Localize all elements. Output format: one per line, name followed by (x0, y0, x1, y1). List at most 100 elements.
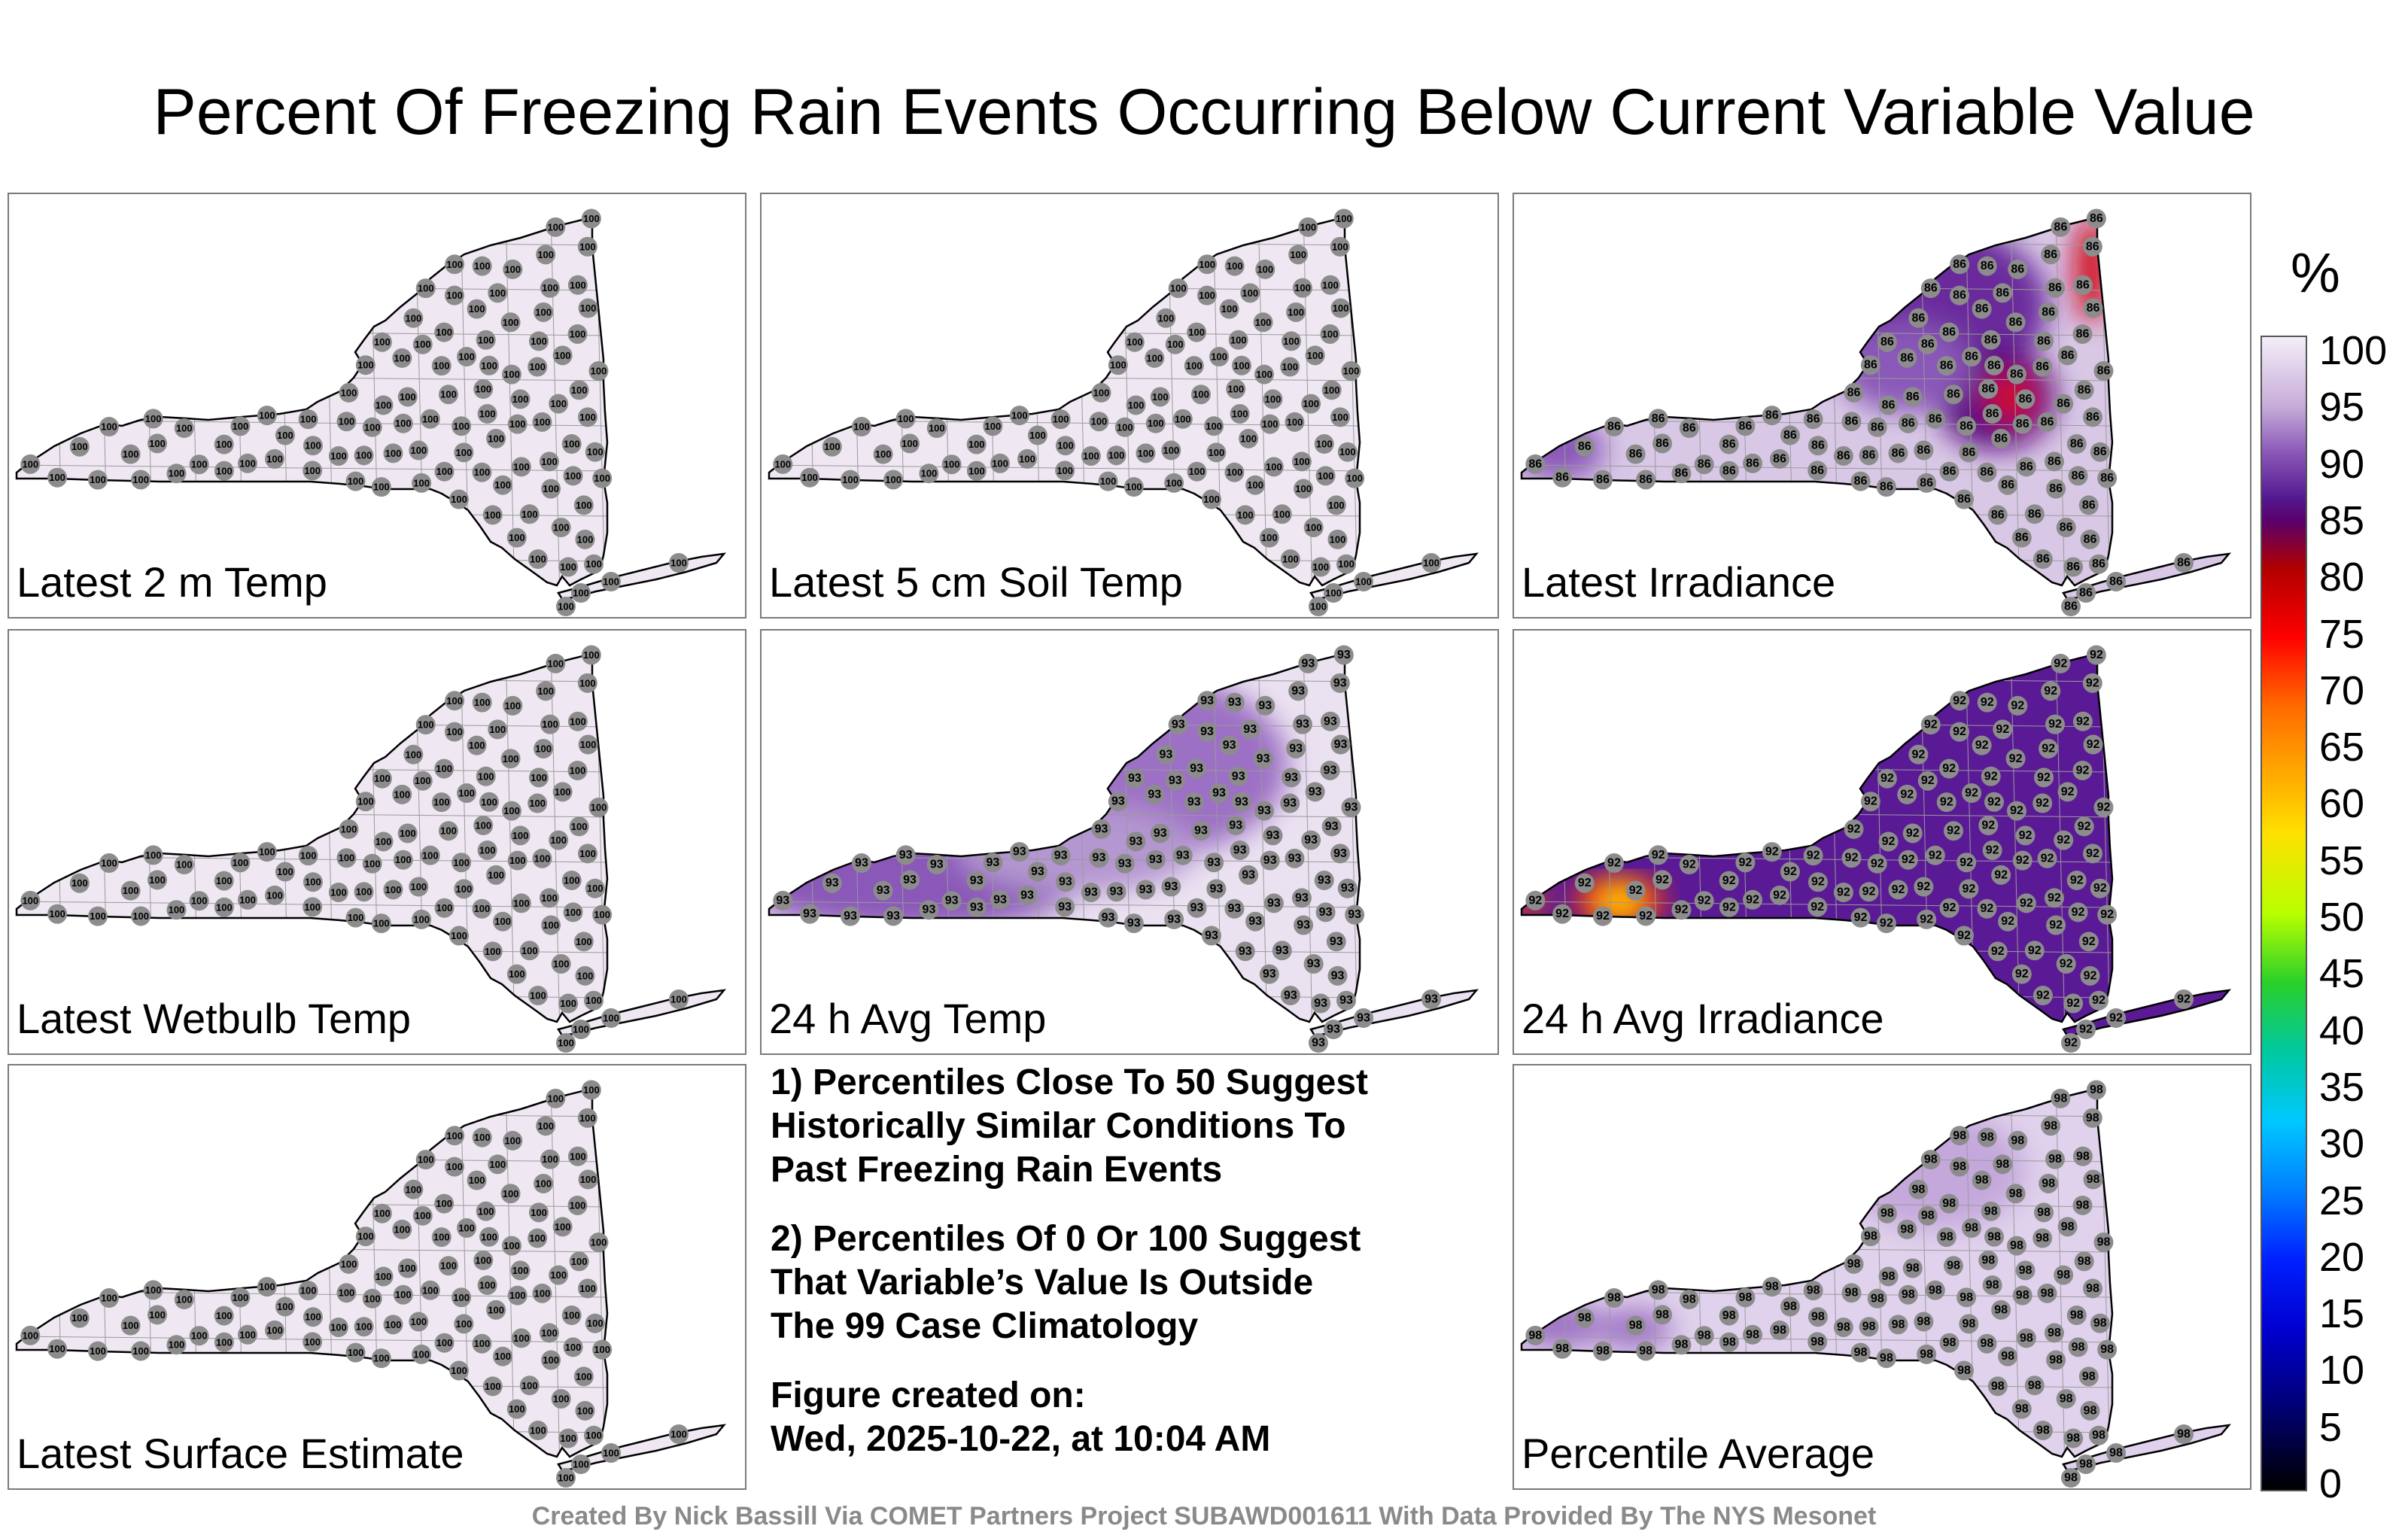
svg-text:100: 100 (541, 1327, 558, 1339)
station-marker: 100 (214, 434, 234, 454)
station-marker: 98 (1897, 1219, 1917, 1239)
svg-text:100: 100 (541, 892, 558, 904)
station-marker: 100 (1345, 468, 1365, 488)
station-marker: 92 (1984, 792, 2005, 812)
svg-text:100: 100 (555, 786, 571, 798)
svg-text:100: 100 (479, 1279, 496, 1290)
svg-text:100: 100 (571, 1256, 588, 1267)
svg-text:100: 100 (440, 1260, 457, 1272)
svg-text:86: 86 (2061, 349, 2075, 362)
station-marker: 92 (2045, 714, 2065, 734)
svg-text:100: 100 (373, 1353, 390, 1364)
svg-text:93: 93 (1194, 825, 1208, 837)
station-marker: 100 (1232, 355, 1252, 375)
station-marker: 100 (87, 906, 108, 926)
svg-text:98: 98 (2086, 1282, 2099, 1295)
station-marker: 100 (488, 1154, 508, 1175)
svg-text:92: 92 (1864, 795, 1877, 808)
station-marker: 86 (1953, 489, 1974, 509)
svg-text:98: 98 (2028, 1379, 2042, 1392)
station-marker: 100 (257, 842, 277, 862)
station-marker: 98 (1719, 1332, 1739, 1352)
station-marker: 100 (303, 1307, 323, 1327)
station-marker: 98 (2008, 1130, 2028, 1150)
svg-text:100: 100 (453, 857, 470, 868)
station-marker: 92 (1943, 821, 1963, 841)
station-marker: 100 (355, 1226, 375, 1247)
station-marker: 100 (486, 428, 506, 448)
svg-text:100: 100 (591, 802, 607, 813)
svg-text:100: 100 (132, 910, 149, 922)
station-marker: 100 (1098, 471, 1118, 491)
svg-text:100: 100 (22, 458, 38, 470)
panel-label: Percentile Average (1522, 1430, 1875, 1477)
ny-state-map: 9292929292929292929292929292929292929292… (1520, 645, 2232, 1053)
station-marker: 100 (493, 1346, 513, 1366)
colorbar-unit: % (2291, 242, 2340, 304)
station-marker: 100 (174, 854, 194, 874)
station-marker: 100 (434, 1193, 455, 1214)
svg-text:93: 93 (776, 894, 789, 907)
svg-text:100: 100 (553, 958, 570, 969)
svg-text:93: 93 (1283, 797, 1297, 810)
svg-text:93: 93 (1248, 915, 1262, 928)
svg-text:98: 98 (1655, 1309, 1669, 1321)
svg-text:98: 98 (1942, 1197, 1956, 1210)
svg-text:100: 100 (521, 945, 538, 956)
svg-text:100: 100 (474, 1338, 491, 1349)
station-marker: 86 (1908, 308, 1929, 328)
station-marker: 92 (2061, 1033, 2081, 1053)
svg-text:100: 100 (364, 1293, 381, 1304)
svg-text:100: 100 (191, 895, 208, 907)
svg-text:100: 100 (1146, 352, 1163, 363)
station-marker: 100 (354, 882, 374, 902)
colorbar-tick: 35 (2319, 1064, 2365, 1110)
svg-text:100: 100 (216, 1310, 233, 1321)
svg-text:100: 100 (774, 458, 791, 470)
station-marker: 100 (166, 900, 187, 920)
station-marker: 93 (1263, 825, 1283, 846)
station-marker: 86 (2083, 298, 2103, 318)
svg-text:93: 93 (1167, 913, 1181, 926)
station-marker: 86 (2082, 236, 2102, 257)
svg-text:100: 100 (433, 360, 450, 372)
station-marker: 100 (536, 1116, 556, 1136)
svg-text:93: 93 (1334, 738, 1348, 751)
station-marker: 98 (1953, 1360, 1974, 1381)
station-marker: 100 (1288, 245, 1309, 265)
svg-text:100: 100 (304, 1336, 321, 1348)
station-marker: 92 (1844, 819, 1864, 839)
station-marker: 86 (2008, 259, 2028, 279)
svg-text:100: 100 (1242, 287, 1258, 299)
svg-text:92: 92 (2084, 969, 2097, 982)
svg-text:100: 100 (1355, 576, 1372, 588)
panel-latest-wetbulb-temp: 100 100 100 100 100 100 100 100 100 100 100 100 100 1… (8, 629, 746, 1055)
svg-text:86: 86 (2011, 263, 2024, 275)
svg-text:86: 86 (2015, 531, 2029, 544)
svg-text:93: 93 (1200, 695, 1214, 707)
svg-text:98: 98 (2097, 1236, 2111, 1249)
station-marker: 100 (567, 324, 588, 344)
station-marker: 100 (392, 348, 412, 368)
svg-text:100: 100 (1282, 361, 1298, 372)
svg-text:100: 100 (573, 588, 589, 599)
svg-text:100: 100 (132, 1345, 149, 1357)
svg-text:93: 93 (945, 895, 959, 907)
station-marker: 100 (265, 448, 285, 469)
state-outline (15, 215, 609, 587)
svg-text:93: 93 (1331, 969, 1345, 982)
station-marker: 86 (1859, 445, 1879, 466)
station-marker: 100 (415, 715, 436, 735)
station-marker: 93 (1330, 673, 1350, 693)
station-marker: 86 (2086, 208, 2106, 229)
svg-text:93: 93 (1289, 742, 1303, 755)
station-marker: 93 (1091, 819, 1111, 839)
svg-text:100: 100 (373, 482, 390, 493)
station-marker: 100 (372, 768, 392, 789)
svg-text:98: 98 (1845, 1287, 1859, 1299)
svg-text:100: 100 (1152, 391, 1169, 403)
svg-text:100: 100 (1108, 450, 1125, 461)
station-marker: 100 (507, 414, 528, 434)
svg-text:100: 100 (583, 213, 600, 224)
svg-text:92: 92 (2092, 994, 2105, 1007)
